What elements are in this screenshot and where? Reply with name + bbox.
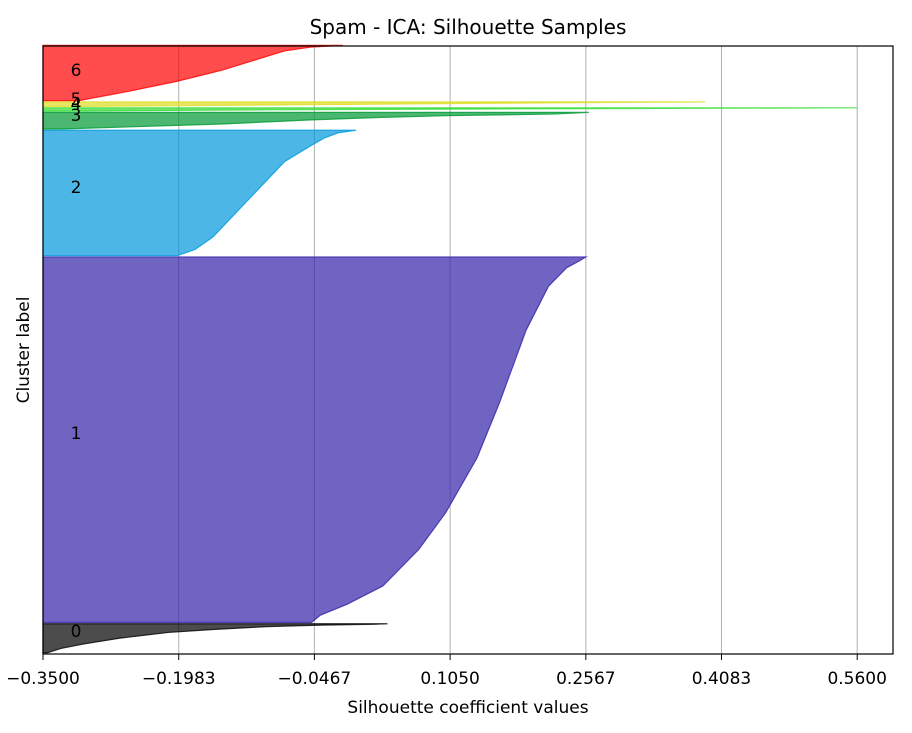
cluster-areas <box>42 44 858 654</box>
cluster-area-1 <box>42 256 588 624</box>
chart-title: Spam - ICA: Silhouette Samples <box>310 15 627 39</box>
cluster-label-6: 6 <box>71 61 82 81</box>
x-axis-label: Silhouette coefficient values <box>347 698 588 718</box>
cluster-label-3: 3 <box>71 106 82 126</box>
plot-frame <box>42 45 894 655</box>
x-tick-label: 0.5600 <box>827 669 886 689</box>
y-axis-label: Cluster label <box>14 297 34 404</box>
cluster-area-0 <box>42 623 388 654</box>
x-tick-label: 0.2567 <box>556 669 615 689</box>
x-axis-ticks: −0.3500 −0.1983 −0.0467 0.1050 0.2567 0.4083 0… <box>6 654 887 689</box>
cluster-label-0: 0 <box>71 622 82 642</box>
x-tick-label: −0.1983 <box>142 669 216 689</box>
cluster-labels: 0 1 2 345 6 <box>71 61 82 642</box>
cluster-label-4: 4 <box>71 95 82 115</box>
x-tick-label: 0.1050 <box>420 669 479 689</box>
x-tick-label: 0.4083 <box>692 669 751 689</box>
cluster-label-2: 2 <box>71 178 82 198</box>
cluster-label-1: 1 <box>71 424 82 444</box>
cluster-area-3 <box>42 111 589 130</box>
cluster-area-2 <box>42 129 357 257</box>
x-tick-label: −0.3500 <box>6 669 80 689</box>
cluster-label-5: 5 <box>71 90 82 110</box>
x-tick-label: −0.0467 <box>278 669 352 689</box>
